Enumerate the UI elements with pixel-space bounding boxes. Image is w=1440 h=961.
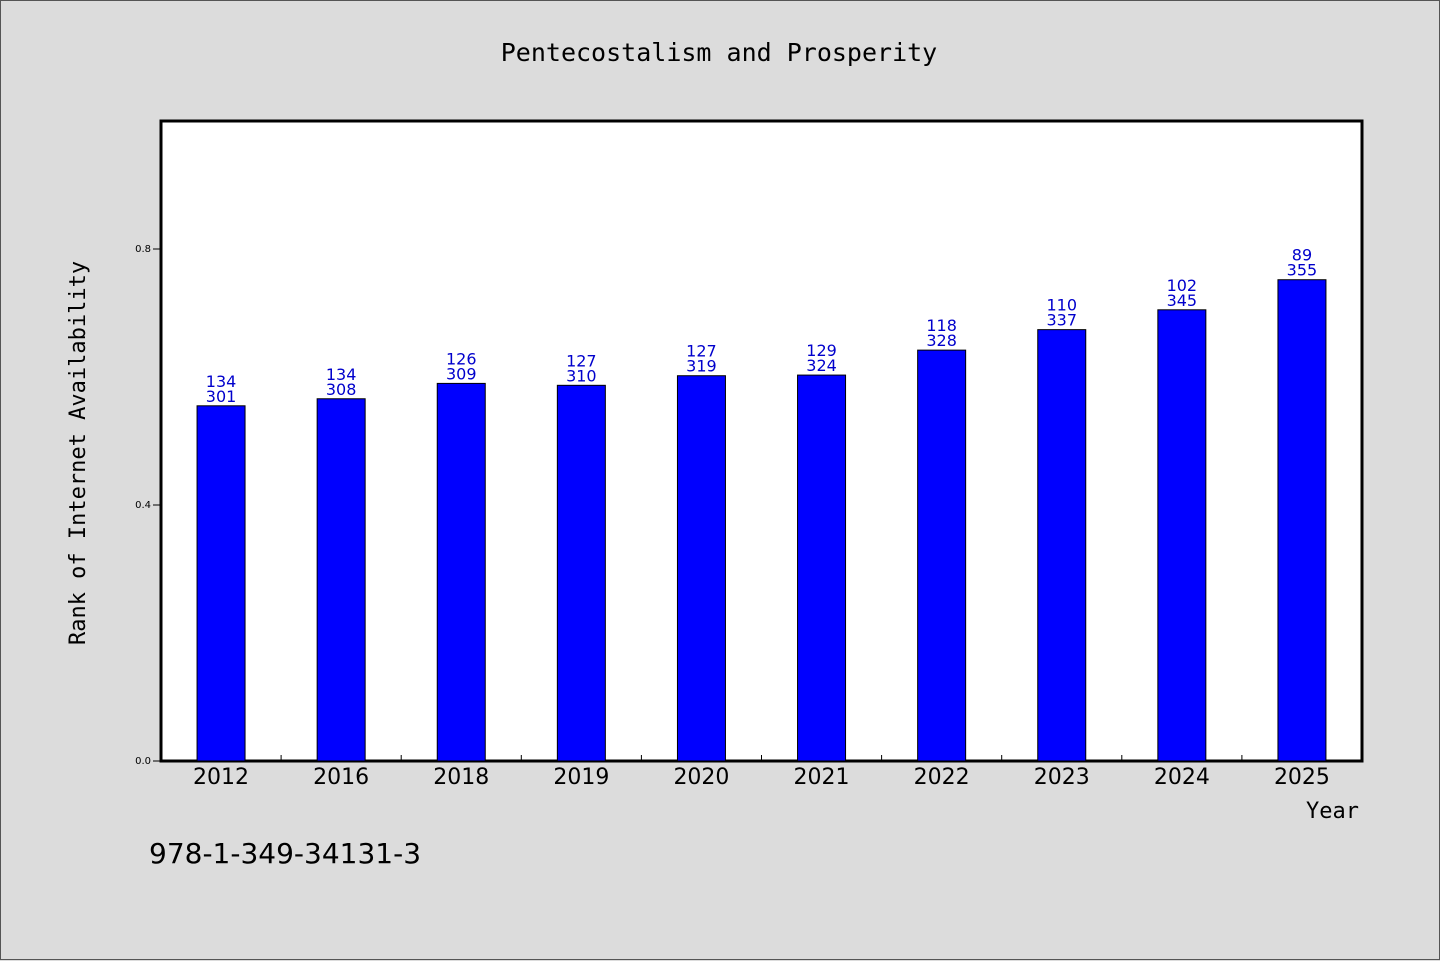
bar-label-top-2021: 129 — [806, 341, 837, 360]
bar-label-top-2024: 102 — [1167, 276, 1198, 295]
y-axis: 0.0 0.4 0.8 — [135, 244, 161, 767]
bar-2019 — [556, 384, 606, 762]
isbn-label: 978-1-349-34131-3 — [149, 837, 421, 870]
x-tick-label-2023: 2023 — [1034, 765, 1090, 790]
bar-label-top-2023: 110 — [1046, 296, 1077, 315]
bar-label-bottom-2025: 355 — [1287, 261, 1318, 280]
bar-label-bottom-2024: 345 — [1167, 291, 1198, 310]
bar-2020 — [676, 375, 726, 762]
bar-label-top-2025: 89 — [1292, 246, 1312, 265]
bar-label-top-2012: 134 — [206, 372, 237, 391]
bar-2023 — [1037, 329, 1087, 762]
x-axis-label: Year — [1306, 799, 1359, 824]
bar-2022 — [917, 349, 967, 762]
chart-title: Pentecostalism and Prosperity — [501, 38, 938, 67]
y-tick-label: 0.4 — [135, 500, 151, 511]
x-tick-label-2012: 2012 — [193, 765, 249, 790]
x-tick-label-2019: 2019 — [553, 765, 609, 790]
bar-label-top-2022: 118 — [926, 316, 957, 335]
x-tick-label-2025: 2025 — [1274, 765, 1330, 790]
x-tick-label-2018: 2018 — [433, 765, 489, 790]
bar-2021 — [797, 374, 847, 762]
x-tick-label-2021: 2021 — [794, 765, 850, 790]
x-tick-label-2020: 2020 — [673, 765, 729, 790]
bar-label-bottom-2016: 308 — [326, 380, 357, 399]
bar-2016 — [316, 398, 366, 762]
bar-label-bottom-2012: 301 — [206, 387, 237, 406]
x-tick-label-2016: 2016 — [313, 765, 369, 790]
bar-2012 — [196, 405, 246, 762]
bar-label-bottom-2023: 337 — [1046, 311, 1077, 330]
bar-label-bottom-2021: 324 — [806, 356, 837, 375]
bar-2024 — [1157, 309, 1207, 762]
y-tick-label: 0.0 — [135, 756, 151, 767]
x-tick-label-2024: 2024 — [1154, 765, 1210, 790]
y-axis-label: Rank of Internet Availability — [66, 261, 91, 645]
bar-label-top-2019: 127 — [566, 351, 597, 370]
bar-label-bottom-2020: 319 — [686, 357, 717, 376]
bar-2018 — [436, 382, 486, 762]
bar-label-top-2016: 134 — [326, 365, 357, 384]
bar-label-bottom-2019: 310 — [566, 366, 597, 385]
bar-2025 — [1277, 279, 1327, 762]
bar-label-top-2018: 126 — [446, 349, 477, 368]
bar-label-top-2020: 127 — [686, 342, 717, 361]
y-tick-label: 0.8 — [135, 244, 151, 255]
x-tick-label-2022: 2022 — [914, 765, 970, 790]
bar-label-bottom-2022: 328 — [926, 331, 957, 350]
x-axis: 2012 2016 2018 2019 2020 2021 2022 2023 2024 2025 — [193, 755, 1330, 790]
bar-label-bottom-2018: 309 — [446, 364, 477, 383]
